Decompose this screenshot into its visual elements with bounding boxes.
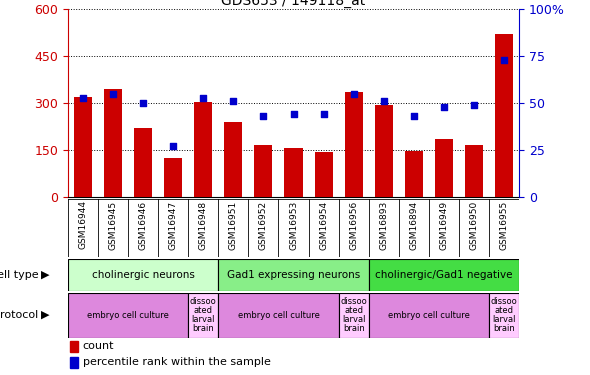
Text: Gad1 expressing neurons: Gad1 expressing neurons xyxy=(227,270,360,280)
Bar xyxy=(224,122,242,197)
Point xyxy=(379,98,388,104)
Point xyxy=(349,91,359,97)
Text: count: count xyxy=(83,341,114,351)
Text: dissoo
ated
larval
brain: dissoo ated larval brain xyxy=(190,297,217,333)
Point xyxy=(169,143,178,149)
Bar xyxy=(369,292,489,338)
Text: embryo cell culture: embryo cell culture xyxy=(388,310,470,320)
Bar xyxy=(345,92,363,197)
Text: GSM16944: GSM16944 xyxy=(78,201,87,249)
Bar xyxy=(405,151,423,197)
Bar xyxy=(104,89,122,197)
Text: percentile rank within the sample: percentile rank within the sample xyxy=(83,357,271,368)
Text: GSM16893: GSM16893 xyxy=(379,201,388,250)
Text: cell type: cell type xyxy=(0,270,38,280)
Bar xyxy=(435,139,453,197)
Bar xyxy=(134,128,152,197)
Point xyxy=(198,94,208,100)
Point xyxy=(409,113,419,119)
Bar xyxy=(284,148,303,197)
Bar xyxy=(68,292,188,338)
Text: GSM16949: GSM16949 xyxy=(440,201,448,250)
Point xyxy=(439,104,449,110)
Text: GSM16950: GSM16950 xyxy=(470,201,478,250)
Text: ▶: ▶ xyxy=(41,310,50,320)
Point xyxy=(138,100,148,106)
Bar xyxy=(70,357,78,368)
Text: GSM16955: GSM16955 xyxy=(500,201,509,250)
Bar xyxy=(218,292,339,338)
Text: dissoo
ated
larval
brain: dissoo ated larval brain xyxy=(340,297,367,333)
Point xyxy=(470,102,479,108)
Bar xyxy=(339,292,369,338)
Bar xyxy=(465,146,483,197)
Bar xyxy=(188,292,218,338)
Bar xyxy=(489,292,519,338)
Text: ▶: ▶ xyxy=(41,270,50,280)
Text: embryo cell culture: embryo cell culture xyxy=(238,310,319,320)
Point xyxy=(499,57,509,63)
Text: GSM16946: GSM16946 xyxy=(139,201,148,250)
Point xyxy=(319,111,328,117)
Text: GSM16951: GSM16951 xyxy=(229,201,238,250)
Text: GSM16947: GSM16947 xyxy=(169,201,178,250)
Point xyxy=(289,111,298,117)
Bar xyxy=(314,152,333,197)
Text: GSM16948: GSM16948 xyxy=(199,201,208,250)
Text: embryo cell culture: embryo cell culture xyxy=(87,310,169,320)
Bar xyxy=(495,34,513,197)
Bar xyxy=(194,102,212,197)
Bar xyxy=(68,259,218,291)
Bar xyxy=(164,158,182,197)
Bar xyxy=(70,341,78,352)
Bar xyxy=(218,259,369,291)
Text: protocol: protocol xyxy=(0,310,38,320)
Text: cholinergic neurons: cholinergic neurons xyxy=(91,270,195,280)
Text: dissoo
ated
larval
brain: dissoo ated larval brain xyxy=(491,297,517,333)
Text: GSM16945: GSM16945 xyxy=(109,201,117,250)
Bar xyxy=(375,105,393,197)
Bar xyxy=(254,146,273,197)
Text: GSM16894: GSM16894 xyxy=(409,201,418,250)
Text: GSM16956: GSM16956 xyxy=(349,201,358,250)
Text: GSM16952: GSM16952 xyxy=(259,201,268,250)
Point xyxy=(228,98,238,104)
Point xyxy=(258,113,268,119)
Bar xyxy=(74,97,92,197)
Point xyxy=(109,91,118,97)
Title: GDS653 / 149118_at: GDS653 / 149118_at xyxy=(221,0,366,8)
Text: GSM16954: GSM16954 xyxy=(319,201,328,250)
Text: GSM16953: GSM16953 xyxy=(289,201,298,250)
Bar xyxy=(369,259,519,291)
Text: cholinergic/Gad1 negative: cholinergic/Gad1 negative xyxy=(375,270,513,280)
Point xyxy=(78,94,88,100)
